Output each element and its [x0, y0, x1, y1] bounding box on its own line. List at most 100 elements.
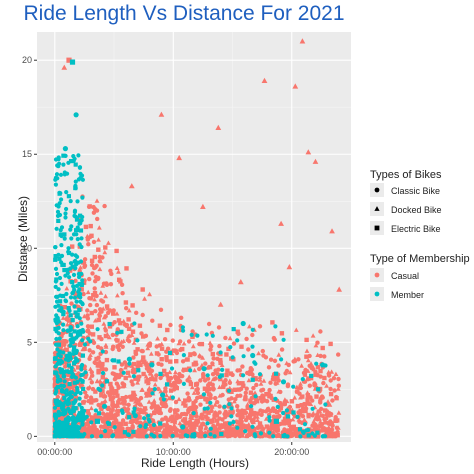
- cloud-point-casual: [281, 419, 286, 424]
- cloud-point-casual: [133, 399, 138, 404]
- cloud-point-casual: [92, 206, 98, 212]
- cloud-point-member: [71, 158, 76, 163]
- cloud-point-casual: [120, 396, 125, 401]
- cloud-point-casual: [95, 361, 101, 366]
- cloud-point-member: [202, 406, 207, 411]
- cloud-point-casual: [121, 338, 127, 343]
- cloud-point-casual: [94, 198, 100, 203]
- cloud-point-casual: [85, 308, 90, 313]
- cloud-point-casual: [329, 369, 335, 374]
- cloud-point-member: [295, 414, 300, 419]
- cloud-point-member: [143, 424, 148, 430]
- cloud-point-member: [83, 370, 88, 375]
- cloud-point-casual: [268, 380, 273, 385]
- cloud-point-casual: [164, 421, 169, 426]
- cloud-point-casual: [96, 237, 101, 242]
- cloud-point-casual: [217, 410, 222, 415]
- cloud-point-casual: [306, 376, 311, 381]
- legend-item-member: Member: [391, 290, 425, 300]
- cloud-point-casual: [164, 372, 169, 377]
- cloud-point-casual: [185, 378, 190, 383]
- cloud-point-member: [70, 426, 75, 432]
- cloud-point-casual: [60, 315, 66, 320]
- cloud-point-casual: [278, 403, 284, 408]
- cloud-point-casual: [93, 309, 98, 314]
- cloud-point-casual: [188, 352, 193, 357]
- cloud-point-casual: [322, 426, 327, 431]
- cloud-point-casual: [251, 400, 256, 406]
- cloud-point-casual: [312, 381, 317, 386]
- cloud-point-casual: [198, 402, 203, 407]
- cloud-point-casual: [191, 351, 197, 356]
- cloud-point-member: [80, 278, 85, 283]
- cloud-point-casual: [126, 326, 132, 331]
- cloud-point-casual: [199, 341, 205, 347]
- cloud-point-casual: [62, 346, 68, 351]
- cloud-point-member: [54, 294, 59, 299]
- cloud-point-casual: [152, 404, 158, 409]
- cloud-point-casual: [259, 412, 264, 417]
- cloud-point-casual: [328, 378, 333, 383]
- cloud-point-casual: [223, 335, 228, 341]
- cloud-point-casual: [203, 424, 209, 429]
- cloud-point-casual: [121, 318, 127, 324]
- cloud-point-casual: [333, 371, 339, 376]
- cloud-point-member: [235, 425, 240, 430]
- cloud-point-member: [132, 321, 137, 326]
- cloud-point-member: [73, 375, 78, 380]
- cloud-point-casual: [163, 386, 168, 391]
- cloud-point-casual: [243, 417, 249, 423]
- cloud-point-casual: [300, 414, 306, 419]
- cloud-point-casual: [250, 372, 255, 377]
- cloud-point-member: [53, 391, 58, 396]
- cloud-point-casual: [122, 401, 127, 406]
- cloud-point-casual: [244, 433, 250, 439]
- cloud-point-casual: [244, 386, 249, 391]
- cloud-point-member: [75, 237, 80, 242]
- cloud-point-casual: [314, 394, 319, 399]
- cloud-point-casual: [135, 347, 140, 352]
- x-tick-label: 00:00:00: [37, 447, 72, 457]
- cloud-point-member: [231, 419, 236, 425]
- cloud-point-member: [78, 412, 83, 417]
- cloud-point-casual: [130, 329, 136, 334]
- cloud-point-member: [250, 377, 255, 382]
- cloud-point-casual: [284, 410, 290, 416]
- cloud-point-member: [55, 374, 60, 379]
- x-axis-label: Ride Length (Hours): [140, 456, 250, 470]
- cloud-point-casual: [251, 385, 256, 391]
- cloud-point-casual: [89, 324, 94, 329]
- cloud-point-casual: [235, 404, 240, 409]
- y-tick-label: 0: [27, 431, 32, 441]
- cloud-point-casual: [136, 412, 141, 417]
- cloud-point-casual: [224, 412, 229, 417]
- cloud-point-member: [250, 344, 255, 349]
- cloud-point-member: [68, 295, 74, 300]
- cloud-point-casual: [235, 428, 240, 433]
- cloud-point-casual: [279, 347, 285, 352]
- cloud-point-casual: [81, 313, 87, 319]
- cloud-point-casual: [85, 289, 91, 295]
- cloud-point-casual: [251, 418, 256, 423]
- cloud-point-casual: [131, 340, 137, 345]
- cloud-point-member: [267, 415, 272, 420]
- cloud-point-casual: [306, 401, 311, 406]
- cloud-point-casual: [89, 258, 95, 263]
- cloud-point-member: [56, 303, 61, 308]
- cloud-point-member: [80, 177, 85, 182]
- cloud-point-member: [241, 373, 246, 378]
- cloud-point-member: [217, 374, 222, 379]
- cloud-point-casual: [247, 324, 252, 329]
- cloud-point-casual: [115, 338, 120, 343]
- cloud-point-casual: [153, 427, 158, 432]
- cloud-point-member: [58, 354, 63, 359]
- cloud-point-member: [58, 299, 63, 304]
- cloud-point-casual: [93, 429, 99, 434]
- cloud-point-member: [57, 349, 62, 354]
- data-point-casual: [217, 301, 224, 307]
- cloud-point-casual: [62, 305, 67, 310]
- cloud-point-casual: [110, 404, 116, 409]
- cloud-point-casual: [160, 429, 166, 434]
- legend-shape-title: Types of Bikes: [370, 169, 442, 181]
- cloud-point-casual: [145, 380, 151, 386]
